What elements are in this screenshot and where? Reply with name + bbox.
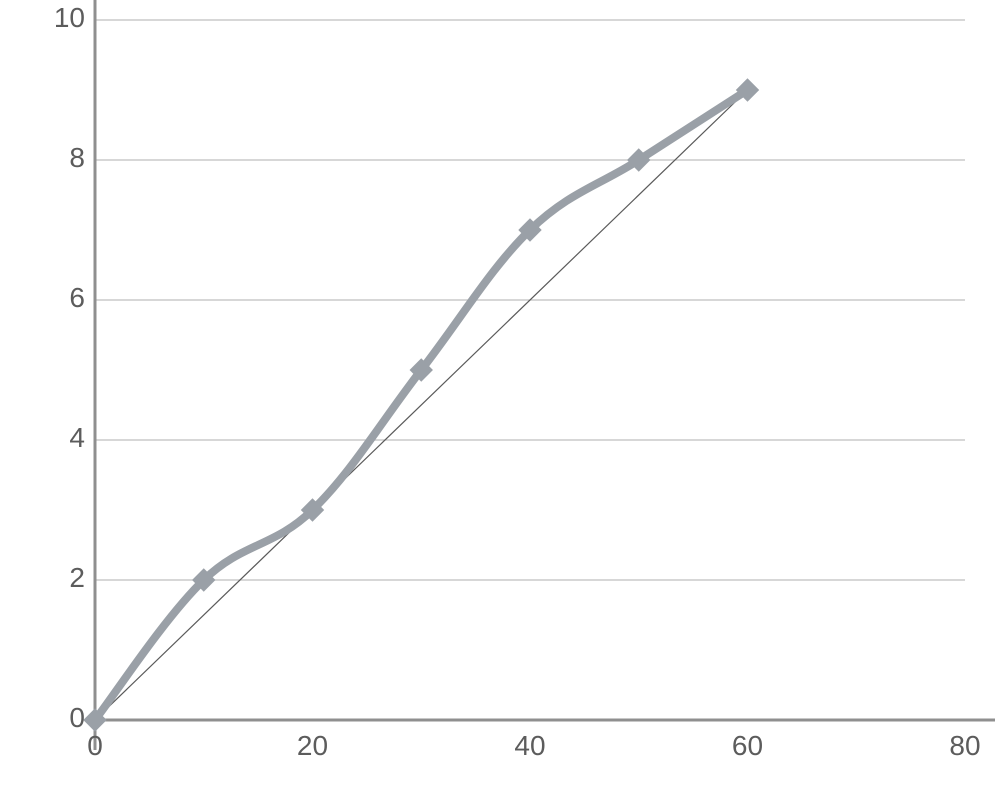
x-tick-label: 40: [510, 730, 550, 762]
x-tick-label: 60: [728, 730, 768, 762]
y-tick-label: 2: [69, 562, 85, 594]
x-tick-label: 0: [75, 730, 115, 762]
chart-svg: [0, 0, 1000, 795]
y-tick-label: 4: [69, 422, 85, 454]
y-tick-label: 10: [54, 2, 85, 34]
y-tick-label: 6: [69, 282, 85, 314]
x-tick-label: 20: [293, 730, 333, 762]
y-tick-label: 8: [69, 142, 85, 174]
chart-container: 0246810020406080: [0, 0, 1000, 795]
x-tick-label: 80: [945, 730, 985, 762]
